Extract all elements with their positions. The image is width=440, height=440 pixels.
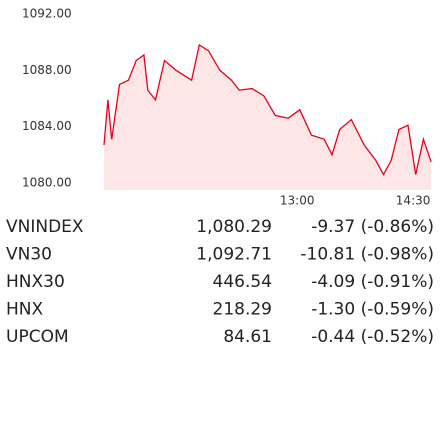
index-name: VN30 — [6, 245, 52, 265]
y-tick-label: 1088.00 — [22, 63, 72, 77]
y-tick-label: 1080.00 — [22, 175, 72, 189]
index-price: 1,092.71 — [196, 245, 272, 265]
x-tick-label: 13:00 — [280, 194, 315, 208]
index-name: UPCOM — [6, 327, 69, 347]
index-change: -0.44 (-0.52%) — [311, 327, 434, 347]
index-change: -4.09 (-0.91%) — [311, 272, 434, 292]
index-change: -1.30 (-0.59%) — [311, 300, 434, 320]
index-price: 1,080.29 — [196, 217, 272, 237]
price-line — [103, 43, 432, 176]
index-change: -9.37 (-0.86%) — [311, 217, 434, 237]
index-price: 446.54 — [213, 272, 272, 292]
index-name: HNX30 — [6, 272, 65, 292]
x-tick-label: 14:30 — [396, 194, 431, 208]
y-tick-label: 1084.00 — [22, 119, 72, 133]
index-price: 84.61 — [223, 327, 272, 347]
area — [104, 45, 432, 190]
index-name: HNX — [6, 300, 44, 320]
index-name: VNINDEX — [6, 217, 84, 237]
index-price: 218.29 — [213, 300, 272, 320]
index-change: -10.81 (-0.98%) — [300, 245, 434, 265]
y-tick-label: 1092.00 — [22, 7, 72, 21]
